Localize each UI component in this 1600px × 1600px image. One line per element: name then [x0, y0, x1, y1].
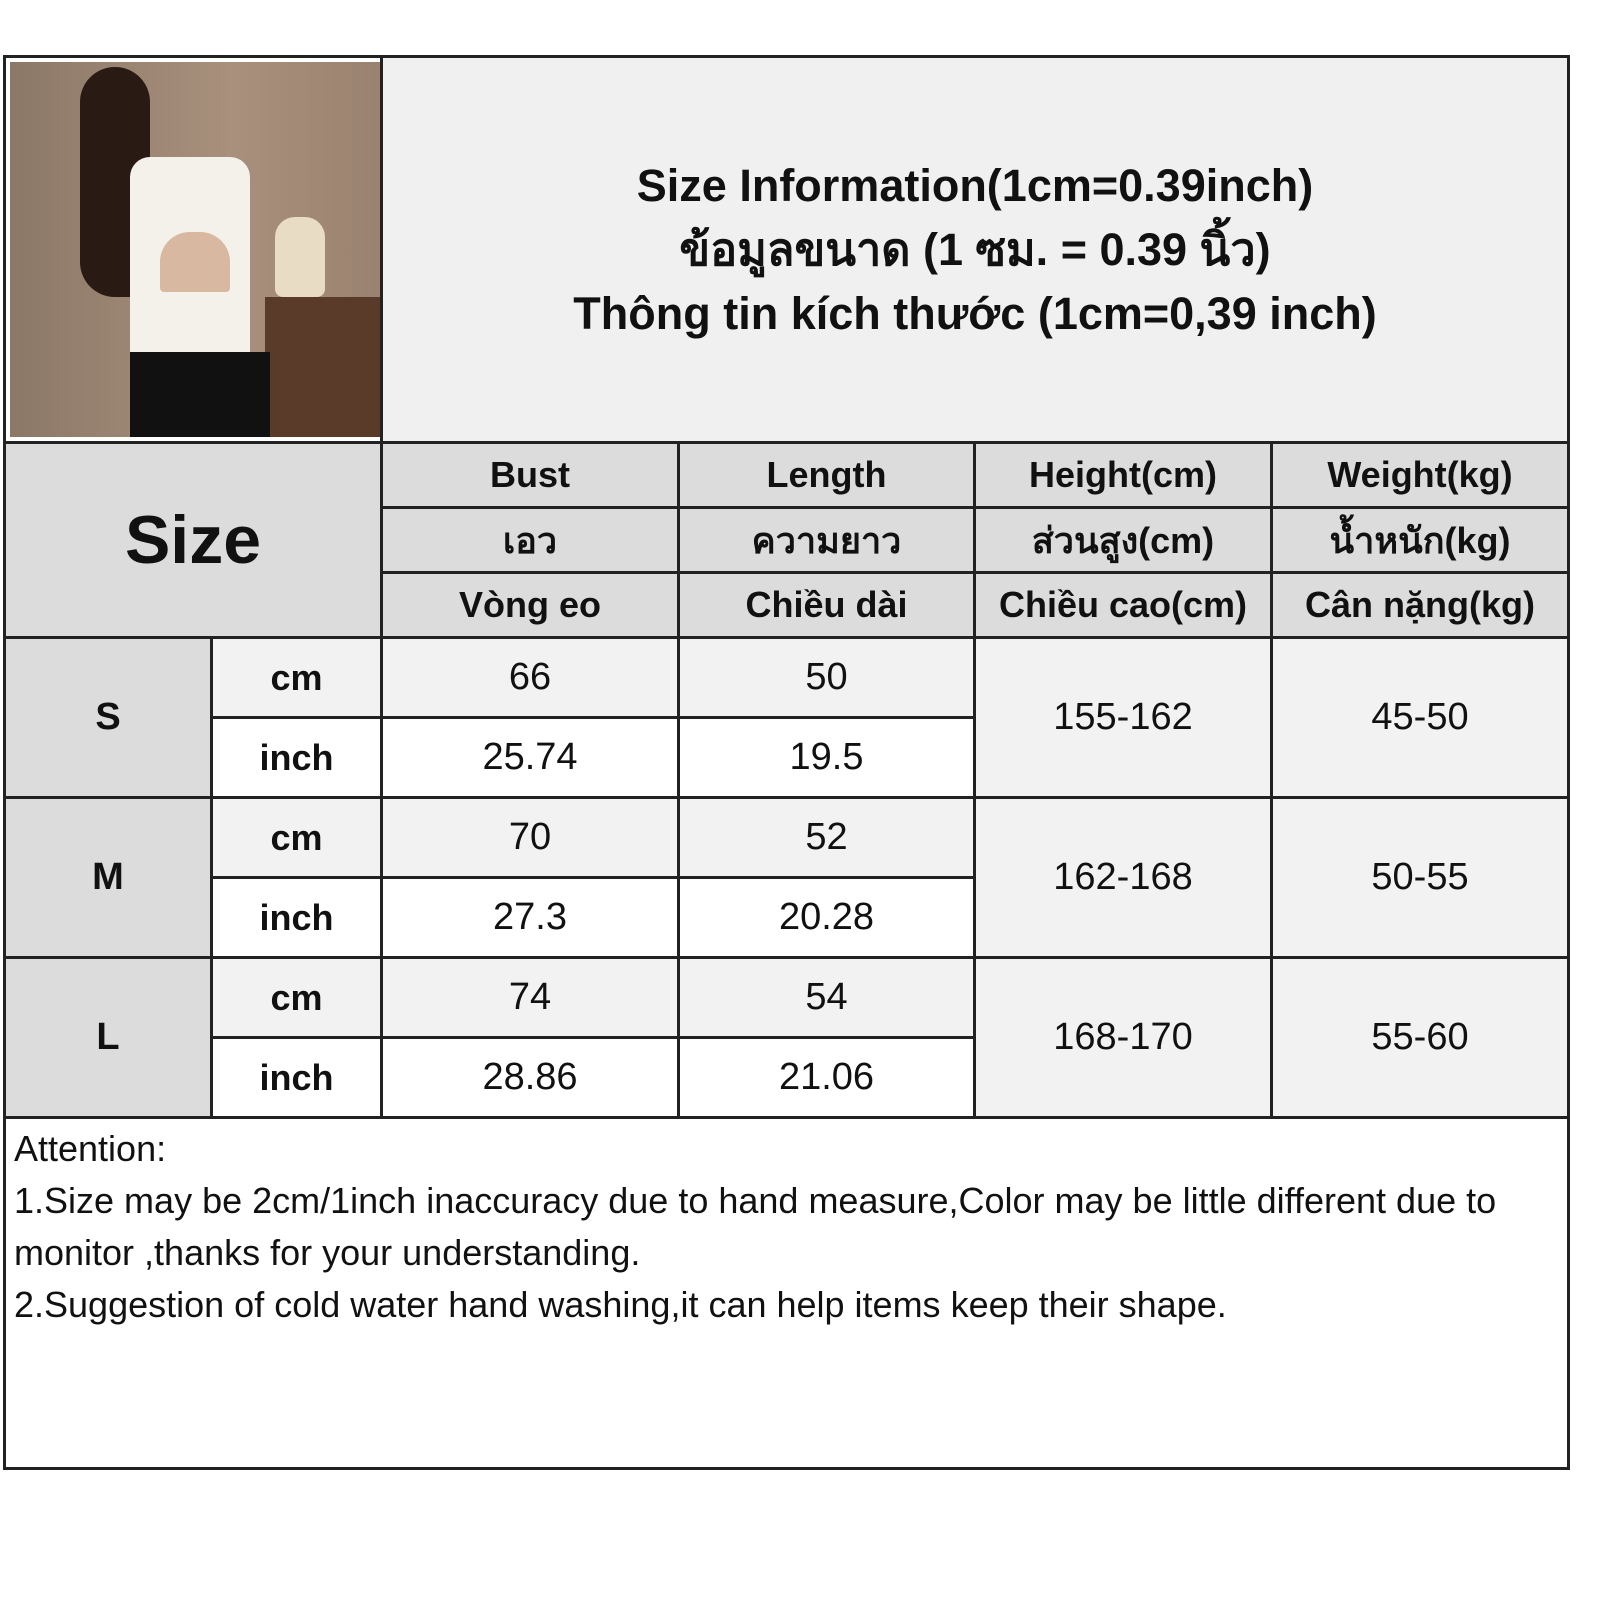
bust-cm: 66	[380, 636, 680, 719]
notes-heading: Attention:	[14, 1128, 167, 1169]
bust-cm: 74	[380, 956, 680, 1039]
col-header-height-en: Height(cm)	[973, 441, 1273, 509]
bust-inch: 27.3	[380, 876, 680, 959]
bust-inch: 25.74	[380, 716, 680, 799]
col-header-weight-th: น้ำหนัก(kg)	[1269, 506, 1571, 574]
col-header-weight-vi: Cân nặng(kg)	[1269, 571, 1571, 639]
notes-line-2: 2.Suggestion of cold water hand washing,…	[14, 1284, 1227, 1325]
unit-cm: cm	[210, 796, 383, 879]
unit-inch: inch	[210, 1036, 383, 1119]
length-cm: 54	[677, 956, 976, 1039]
product-photo-cell	[3, 55, 383, 444]
col-header-height-th: ส่วนสูง(cm)	[973, 506, 1273, 574]
col-header-length-vi: Chiều dài	[677, 571, 976, 639]
length-inch: 21.06	[677, 1036, 976, 1119]
size-s: S	[3, 636, 213, 799]
attention-notes: Attention: 1.Size may be 2cm/1inch inacc…	[2, 1116, 1571, 1470]
weight-range: 45-50	[1269, 636, 1571, 799]
product-photo	[10, 62, 380, 437]
weight-range: 50-55	[1269, 796, 1571, 959]
unit-cm: cm	[210, 956, 383, 1039]
title-cell: Size Information(1cm=0.39inch) ข้อมูลขนา…	[379, 55, 1571, 444]
unit-inch: inch	[210, 876, 383, 959]
height-range: 155-162	[973, 636, 1273, 799]
title-th: ข้อมูลขนาด (1 ซม. = 0.39 นิ้ว)	[679, 223, 1271, 275]
length-inch: 19.5	[677, 716, 976, 799]
length-cm: 52	[677, 796, 976, 879]
col-header-bust-th: เอว	[380, 506, 680, 574]
size-m: M	[3, 796, 213, 959]
unit-cm: cm	[210, 636, 383, 719]
size-chart-table: Size Information(1cm=0.39inch) ข้อมูลขนา…	[2, 55, 1571, 1470]
col-header-height-vi: Chiều cao(cm)	[973, 571, 1273, 639]
col-header-length-en: Length	[677, 441, 976, 509]
height-range: 162-168	[973, 796, 1273, 959]
bust-cm: 70	[380, 796, 680, 879]
size-header: Size	[3, 441, 383, 639]
title-en: Size Information(1cm=0.39inch)	[636, 159, 1314, 211]
title-vi: Thông tin kích thước (1cm=0,39 inch)	[573, 287, 1377, 339]
col-header-bust-vi: Vòng eo	[380, 571, 680, 639]
col-header-weight-en: Weight(kg)	[1269, 441, 1571, 509]
length-inch: 20.28	[677, 876, 976, 959]
col-header-bust-en: Bust	[380, 441, 680, 509]
size-l: L	[3, 956, 213, 1119]
col-header-length-th: ความยาว	[677, 506, 976, 574]
weight-range: 55-60	[1269, 956, 1571, 1119]
notes-line-1: 1.Size may be 2cm/1inch inaccuracy due t…	[14, 1180, 1497, 1273]
length-cm: 50	[677, 636, 976, 719]
height-range: 168-170	[973, 956, 1273, 1119]
bust-inch: 28.86	[380, 1036, 680, 1119]
unit-inch: inch	[210, 716, 383, 799]
